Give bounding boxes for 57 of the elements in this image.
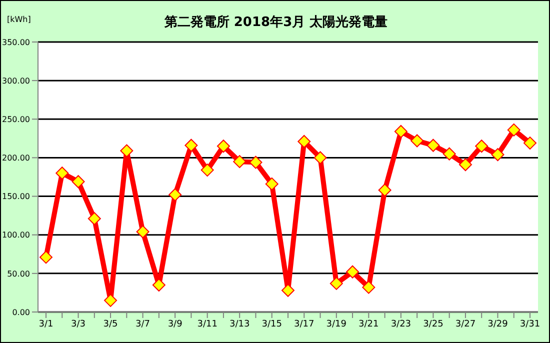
point	[378, 184, 392, 197]
point	[282, 284, 294, 297]
point	[265, 177, 278, 190]
point	[152, 278, 166, 292]
chart-title: 第二発電所 2018年3月 太陽光発電量	[164, 15, 388, 30]
point	[56, 166, 69, 180]
x-tick-label: 3/29	[488, 319, 508, 330]
y-tick-label: 250.00	[2, 114, 30, 124]
point	[507, 123, 520, 136]
x-tick-label: 3/5	[103, 319, 118, 330]
point	[168, 188, 182, 202]
y-tick-label: 100.00	[2, 230, 30, 240]
y-tick-label: 50.00	[7, 269, 30, 278]
point	[136, 225, 150, 238]
point	[298, 135, 311, 148]
y-tick-label: 300.00	[2, 76, 30, 86]
point	[394, 124, 408, 138]
point	[330, 276, 343, 290]
y-tick-label: 200.00	[2, 154, 30, 163]
x-tick-label: 3/7	[136, 319, 150, 330]
x-tick-label: 3/17	[294, 319, 314, 330]
point	[249, 156, 262, 169]
y-tick-label: 0.00	[12, 308, 30, 317]
point	[72, 175, 85, 188]
x-tick-label: 3/15	[262, 319, 282, 330]
x-tick-label: 3/21	[358, 319, 379, 330]
x-tick-label: 3/1	[38, 319, 54, 330]
point	[475, 140, 488, 153]
point	[346, 265, 360, 278]
point	[410, 134, 424, 148]
point	[104, 294, 118, 307]
point	[88, 212, 101, 226]
point	[442, 147, 456, 160]
point	[40, 250, 52, 264]
point	[120, 144, 134, 158]
point	[524, 136, 536, 150]
y-tick-label: 350.00	[2, 38, 30, 47]
point	[216, 140, 230, 153]
x-tick-label: 3/3	[71, 319, 86, 330]
x-tick-label: 3/13	[229, 319, 250, 330]
point	[426, 138, 440, 152]
point	[200, 164, 214, 177]
point	[314, 151, 327, 164]
point	[458, 158, 472, 172]
x-tick-label: 3/31	[520, 319, 540, 330]
point	[233, 155, 246, 168]
x-tick-label: 3/11	[197, 319, 218, 330]
point	[491, 148, 504, 162]
x-tick-label: 3/9	[168, 319, 183, 330]
y-axis-title: [kWh]	[7, 15, 31, 24]
y-tick-label: 150.00	[2, 192, 30, 202]
x-tick-label: 3/23	[390, 319, 412, 330]
x-tick-label: 3/19	[326, 319, 347, 330]
point	[184, 138, 198, 152]
point	[362, 280, 376, 294]
x-tick-label: 3/25	[423, 319, 444, 330]
x-tick-label: 3/27	[455, 319, 476, 330]
